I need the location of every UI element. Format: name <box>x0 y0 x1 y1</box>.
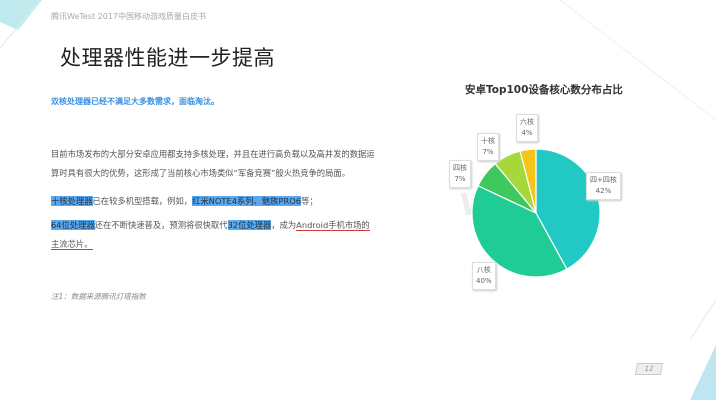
subtitle: 双核处理器已经不满足大多数需求，面临淘汰。 <box>51 97 219 106</box>
page-title: 处理器性能进一步提高 <box>60 46 275 70</box>
paragraph-64bit: 64位处理器还在不断快速普及，预测将很快取代32位处理器，成为Android手机… <box>51 216 376 254</box>
text: 等； <box>301 196 318 206</box>
label-octa: 八核 40% <box>472 262 496 290</box>
label-hexa: 六核 4% <box>516 114 538 142</box>
label-quad-quad: 四+四核 42% <box>586 172 621 200</box>
paragraph-intro: 目前市场发布的大部分安卓应用都支持多核处理，并且在进行高负载以及高并发的数据运算… <box>51 149 375 178</box>
text: 已在较多机型搭载，例如， <box>92 196 193 206</box>
chart-title: 安卓Top100设备核心数分布占比 <box>465 84 623 96</box>
page-number: 12 <box>634 363 664 375</box>
highlight: 32位处理器 <box>227 220 272 230</box>
underlined-text: Android手机市场的主流芯片。 <box>51 220 370 250</box>
report-header: 腾讯WeTest 2017中国移动游戏质量白皮书 <box>51 12 207 21</box>
highlight: 十核处理器 <box>51 196 93 206</box>
label-quad: 四核 7% <box>449 160 471 188</box>
pie-slice-4 <box>519 148 537 214</box>
text: 还在不断快速普及，预测将很快取代 <box>94 220 228 230</box>
footnote: 注1：数据来源腾讯灯塔指数 <box>51 292 146 301</box>
paragraph-ten-core: 十核处理器已在较多机型搭载，例如，红米NOTE4系列、魅族PRO6等； <box>51 192 376 211</box>
pie-slice-1 <box>471 184 568 278</box>
highlight: 64位处理器 <box>51 220 95 230</box>
label-deca: 十核 7% <box>477 133 499 161</box>
highlight: 红米NOTE4系列、魅族PRO6 <box>192 196 302 206</box>
text: ，成为 <box>271 220 297 230</box>
